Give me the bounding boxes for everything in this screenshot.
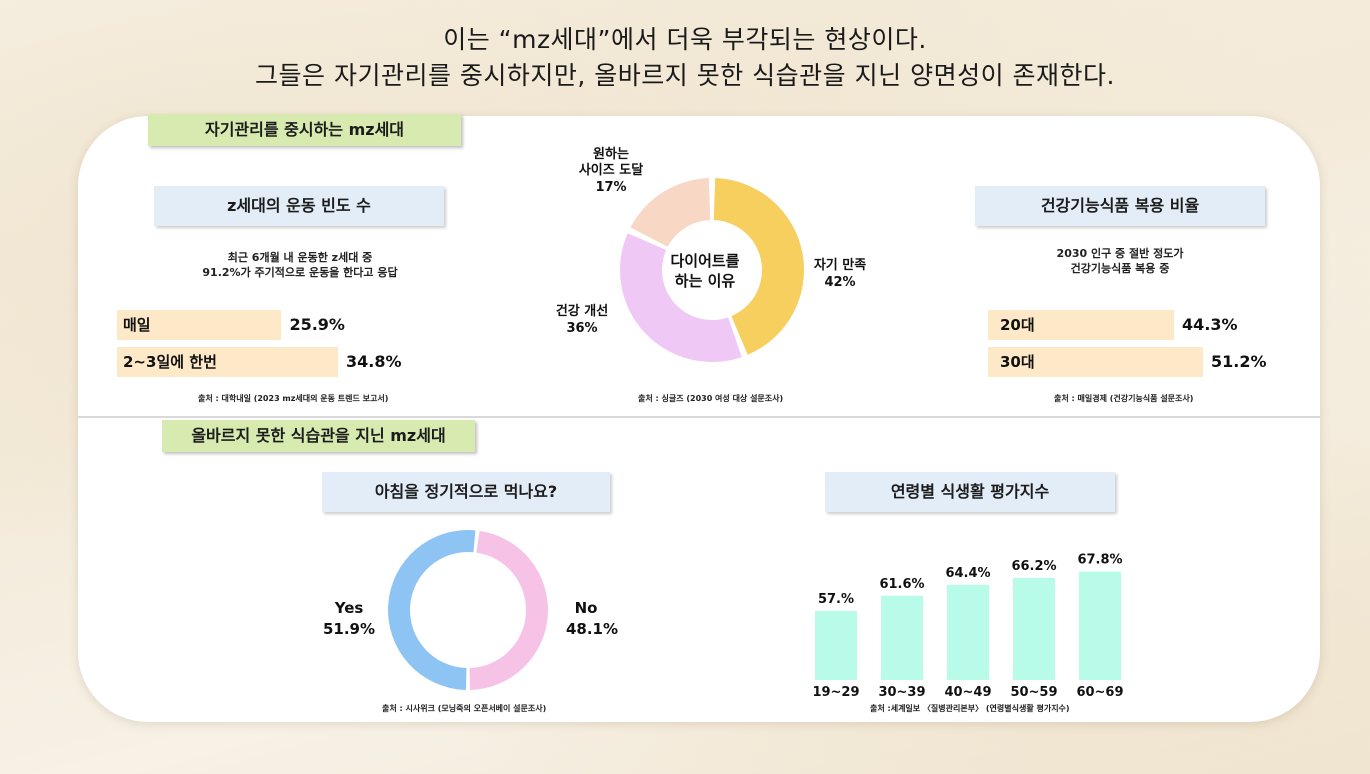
supplement-source: 출처 : 매일경제 (건강기능식품 설문조사) (1054, 394, 1194, 403)
supplement-title: 건강기능식품 복용 비율 (975, 186, 1265, 226)
diet-value-size: 17% (595, 180, 626, 195)
diet-label-size-line-1: 원하는 (593, 146, 629, 162)
score-value-label: 66.2% (1011, 559, 1056, 574)
exercise-bar-value-every-2-3-days: 34.8% (345, 352, 402, 371)
score-category-label: 60~69 (1076, 685, 1123, 700)
exercise-bar-label-daily: 매일 (123, 316, 151, 334)
score-category-label: 50~59 (1010, 685, 1057, 700)
diet-center-line-1: 다이어트를 (670, 252, 739, 270)
breakfast-label-no: No (575, 599, 598, 617)
exercise-bar-label-every-2-3-days: 2~3일에 한번 (123, 353, 217, 371)
diet-label-health: 건강 개선 (556, 303, 608, 319)
exercise-bar-value-daily: 25.9% (289, 315, 345, 334)
score-category-label: 30~39 (878, 685, 925, 700)
headline-line-2: 그들은 자기관리를 중시하지만, 올바르지 못한 식습관을 지닌 양면성이 존재… (255, 61, 1115, 90)
score-category-label: 40~49 (944, 685, 991, 700)
supplement-desc: 2030 인구 중 절반 정도가 건강기능식품 복용 중 (960, 246, 1280, 276)
supplement-desc-line-2: 건강기능식품 복용 중 (1070, 262, 1170, 275)
exercise-bar-daily (117, 310, 282, 340)
exercise-desc-line-2: 91.2%가 주기적으로 운동을 한다고 응답 (202, 266, 398, 279)
breakfast-donut-chart: Yes 51.9% No 48.1% (323, 530, 618, 690)
exercise-source: 출처 : 대학내일 (2023 mz세대의 운동 트렌드 보고서) (198, 394, 389, 403)
diet-reason-donut-chart: 다이어트를 하는 이유 자기 만족 42% 건강 개선 36% 원하는 사이즈 … (556, 146, 866, 362)
headline-line-1: 이는 “mz세대”에서 더욱 부각되는 현상이다. (443, 25, 927, 54)
eating-score-bar-chart: 57.% 19~29 61.6% 30~39 64.4% 40~49 66.2% 50~59 6… (812, 553, 1123, 700)
score-value-label: 61.6% (879, 577, 924, 592)
supplement-desc-line-1: 2030 인구 중 절반 정도가 (1056, 247, 1184, 260)
score-category-label: 19~29 (812, 685, 859, 700)
section-divider (78, 416, 1320, 418)
score-bar-30~39 (881, 595, 923, 680)
score-bar-19~29 (815, 610, 857, 680)
breakfast-slice-no (469, 530, 548, 690)
eating-score-title: 연령별 식생활 평가지수 (825, 472, 1115, 512)
breakfast-value-yes: 51.9% (323, 620, 375, 638)
diet-slice-size (630, 178, 711, 247)
breakfast-slice-yes (388, 530, 476, 690)
score-bar-40~49 (947, 584, 989, 680)
exercise-bar-every-2-3-days (117, 347, 338, 377)
diet-value-health: 36% (566, 321, 597, 336)
score-bar-50~59 (1013, 577, 1055, 680)
diet-value-self-satisfaction: 42% (824, 275, 855, 290)
diet-slice-self-satisfaction (713, 178, 804, 355)
diet-center-line-2: 하는 이유 (675, 272, 736, 290)
section-label-bottom: 올바르지 못한 식습관을 지닌 mz세대 (162, 420, 475, 452)
diet-source: 출처 : 싱글즈 (2030 여성 대상 설문조사) (638, 394, 784, 403)
exercise-desc: 최근 6개월 내 운동한 z세대 중 91.2%가 주기적으로 운동을 한다고 … (140, 250, 460, 280)
breakfast-source: 출처 : 시사위크 (모닝죽의 오픈서베이 설문조사) (382, 704, 547, 713)
exercise-title: z세대의 운동 빈도 수 (154, 186, 444, 226)
diet-label-size-line-2: 사이즈 도달 (579, 162, 643, 178)
breakfast-title: 아침을 정기적으로 먹나요? (322, 472, 610, 512)
breakfast-label-yes: Yes (334, 599, 364, 617)
score-value-label: 64.4% (945, 566, 990, 581)
exercise-desc-line-1: 최근 6개월 내 운동한 z세대 중 (227, 251, 373, 264)
diet-label-self-satisfaction: 자기 만족 (814, 257, 866, 273)
section-label-top: 자기관리를 중시하는 mz세대 (148, 114, 461, 146)
score-value-label: 57.% (818, 592, 854, 607)
supplement-bar-label-20s: 20대 (1000, 316, 1035, 334)
score-value-label: 67.8% (1077, 553, 1122, 568)
supplement-bar-20s (988, 310, 1175, 340)
supplement-bar-value-30s: 51.2% (1211, 352, 1267, 371)
score-bar-60~69 (1079, 571, 1121, 680)
breakfast-value-no: 48.1% (566, 620, 618, 638)
supplement-bar-label-30s: 30대 (1000, 353, 1035, 371)
diet-slice-health (620, 233, 742, 362)
supplement-bar-value-20s: 44.3% (1182, 315, 1238, 334)
supplement-bar-30s (988, 347, 1204, 377)
eating-score-source: 출처 :세계일보 〈질병관리본부〉 (연령별식생활 평가지수) (870, 704, 1070, 713)
